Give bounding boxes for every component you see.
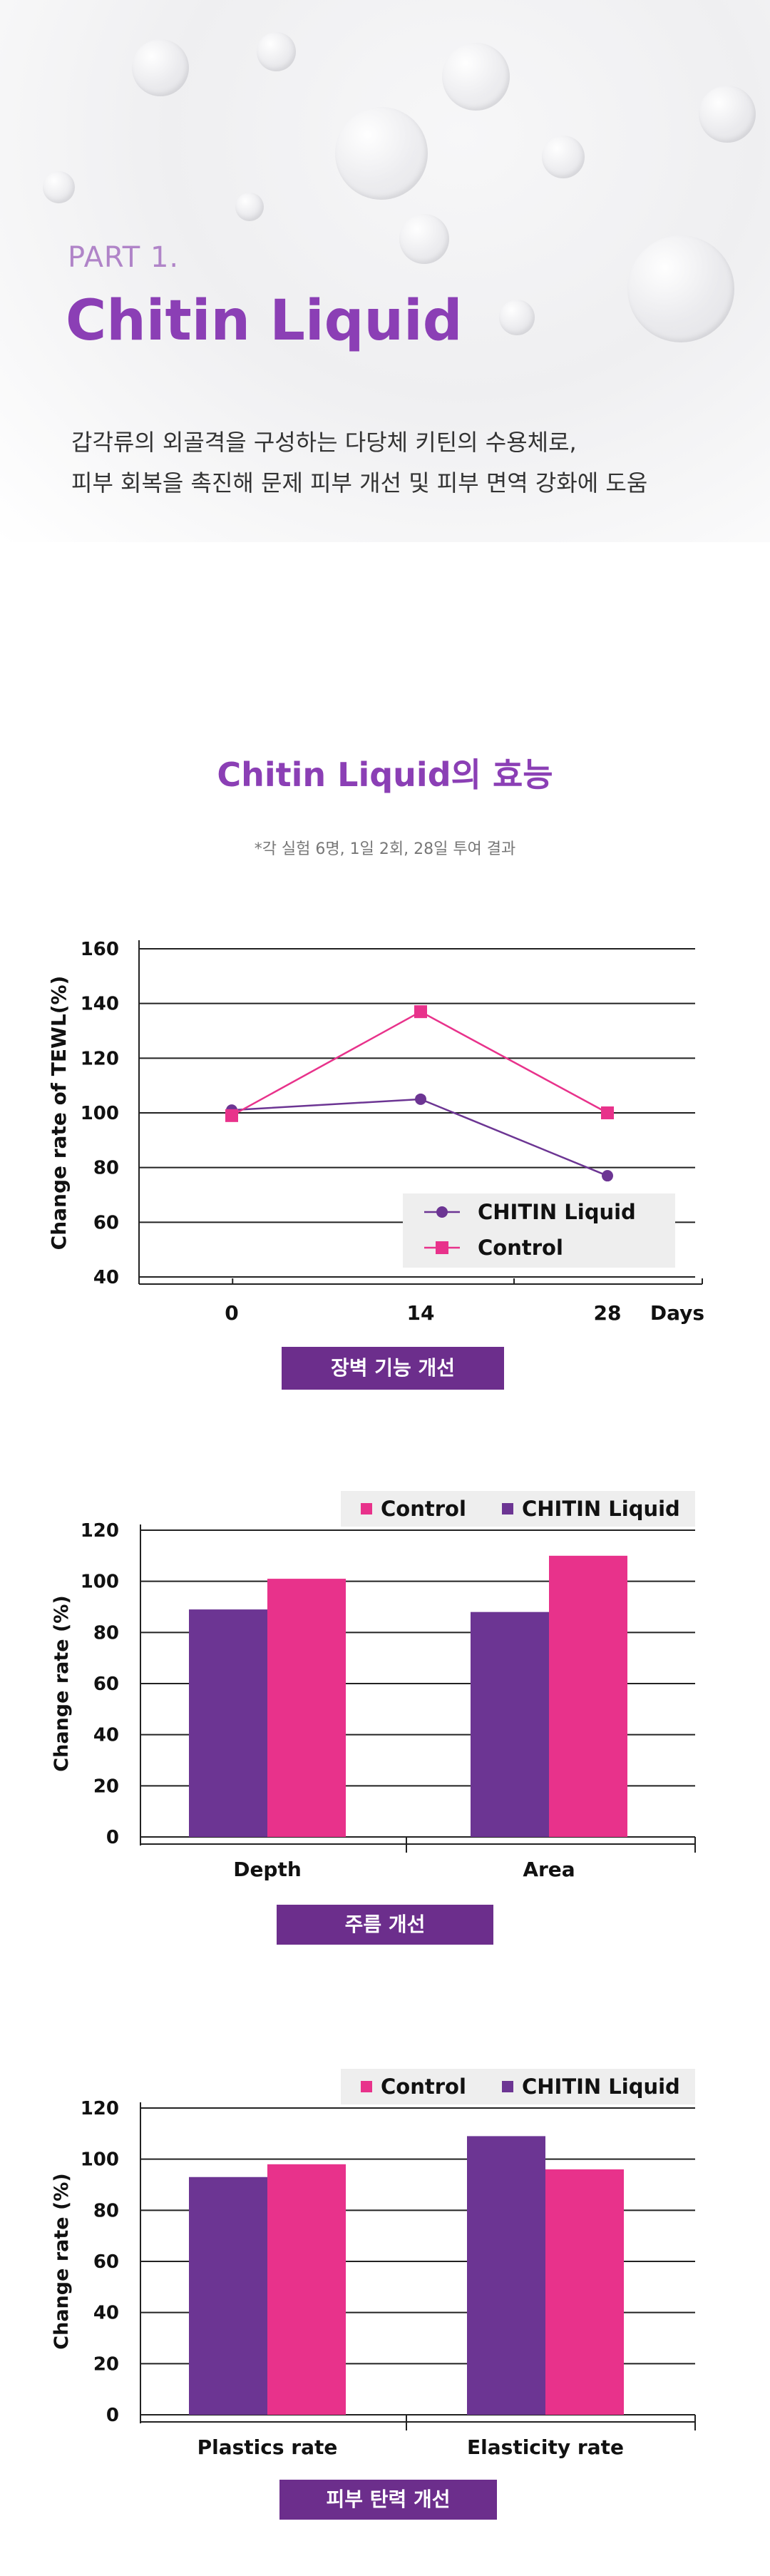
y-tick-label: 80 xyxy=(93,1158,119,1179)
data-point xyxy=(225,1109,238,1122)
bar xyxy=(471,1612,549,1837)
page-title: Chitin Liquid xyxy=(66,289,463,353)
bar xyxy=(549,1555,627,1837)
x-tick-label: 14 xyxy=(407,1301,435,1325)
description-line: 피부 회복을 촉진해 문제 피부 개선 및 피부 면역 강화에 도움 xyxy=(71,469,648,497)
y-tick-label: 20 xyxy=(93,1776,119,1797)
series-line xyxy=(231,1098,608,1177)
x-tick-label: 28 xyxy=(594,1301,622,1325)
chart-caption: 장벽 기능 개선 xyxy=(282,1347,504,1390)
x-tick-label: Area xyxy=(523,1858,575,1881)
water-droplet-decoration xyxy=(699,86,756,143)
y-axis-label: Change rate of TEWL(%) xyxy=(47,976,71,1251)
water-droplet-decoration xyxy=(399,214,449,264)
y-tick-label: 140 xyxy=(81,994,119,1015)
legend-box xyxy=(341,1491,695,1527)
y-tick-label: 60 xyxy=(93,1674,119,1695)
hero-banner xyxy=(0,0,770,542)
legend-marker xyxy=(361,2081,372,2092)
bar xyxy=(189,1609,267,1837)
y-tick-label: 100 xyxy=(81,1572,119,1593)
water-droplet-decoration xyxy=(235,193,264,221)
y-tick-label: 40 xyxy=(93,1267,119,1288)
part-label: PART 1. xyxy=(68,241,180,274)
bar xyxy=(267,1579,346,1837)
wrinkle-bar-chart: 0 20 40 60 80 100 120 Change rate (%) Depth Area C… xyxy=(0,1491,770,1890)
legend-label: Control xyxy=(381,2074,466,2099)
description: 갑각류의 외골격을 구성하는 다당체 키틴의 수용체로, 피부 회복을 촉진해 … xyxy=(71,422,647,504)
water-droplet-decoration xyxy=(442,43,510,111)
bar xyxy=(189,2177,267,2415)
legend-marker xyxy=(436,1241,448,1254)
x-tick-label: Plastics rate xyxy=(197,2435,338,2459)
water-droplet-decoration xyxy=(499,300,535,335)
legend-label: CHITIN Liquid xyxy=(522,1497,680,1521)
y-axis-label: Change rate (%) xyxy=(51,1595,73,1771)
legend-label: CHITIN Liquid xyxy=(522,2074,680,2099)
data-point xyxy=(601,1106,614,1119)
legend-marker xyxy=(502,1503,513,1514)
data-point xyxy=(415,1093,426,1105)
y-tick-label: 120 xyxy=(81,1048,119,1069)
y-tick-label: 0 xyxy=(106,2405,119,2426)
data-point xyxy=(602,1170,613,1182)
tewl-line-chart-svg: 40 60 80 100 120 140 160 0 14 28 Days Change rate o… xyxy=(47,939,704,1325)
y-tick-label: 80 xyxy=(93,1622,119,1644)
chart-caption: 주름 개선 xyxy=(277,1905,493,1945)
y-tick-label: 20 xyxy=(93,2353,119,2375)
y-tick-label: 160 xyxy=(81,939,119,960)
data-point xyxy=(414,1005,427,1019)
tewl-line-chart: 40 60 80 100 120 140 160 0 14 28 Days Change rate o… xyxy=(0,920,770,1334)
y-tick-label: 120 xyxy=(81,1520,119,1542)
bar xyxy=(545,2169,624,2415)
y-tick-label: 40 xyxy=(93,2303,119,2324)
description-line: 갑각류의 외골격을 구성하는 다당체 키틴의 수용체로, xyxy=(71,429,577,456)
water-droplet-decoration xyxy=(335,107,428,200)
y-tick-label: 60 xyxy=(93,2251,119,2273)
water-droplet-decoration xyxy=(43,171,75,203)
y-tick-label: 0 xyxy=(106,1827,119,1848)
legend-marker xyxy=(502,2081,513,2092)
water-droplet-decoration xyxy=(542,136,585,178)
legend-marker xyxy=(361,1503,372,1514)
x-axis-label: Days xyxy=(650,1301,704,1325)
legend-label: CHITIN Liquid xyxy=(478,1200,636,1224)
y-tick-label: 120 xyxy=(81,2098,119,2119)
legend-label: Control xyxy=(381,1497,466,1521)
experiment-note: *각 실험 6명, 1일 2회, 28일 투여 결과 xyxy=(254,840,516,858)
water-droplet-decoration xyxy=(132,39,189,96)
bar xyxy=(267,2164,346,2415)
water-droplet-decoration xyxy=(627,235,734,342)
legend-marker xyxy=(436,1206,448,1218)
legend-box xyxy=(403,1193,675,1268)
x-tick-label: Elasticity rate xyxy=(467,2435,624,2459)
chart-caption: 피부 탄력 개선 xyxy=(279,2480,497,2520)
elasticity-bar-chart-svg: 0 20 40 60 80 100 120 Change rate (%) Plastics r… xyxy=(51,2069,696,2459)
y-tick-label: 80 xyxy=(93,2200,119,2221)
y-tick-label: 100 xyxy=(81,2149,119,2171)
wrinkle-bar-chart-svg: 0 20 40 60 80 100 120 Change rate (%) Depth Area C… xyxy=(51,1491,696,1881)
legend-label: Control xyxy=(478,1236,563,1260)
section-title: Chitin Liquid의 효능 xyxy=(217,755,553,794)
x-tick-label: Depth xyxy=(233,1858,302,1881)
x-tick-label: 0 xyxy=(225,1301,238,1325)
y-tick-label: 40 xyxy=(93,1725,119,1746)
y-axis-label: Change rate (%) xyxy=(51,2173,73,2349)
y-tick-label: 100 xyxy=(81,1103,119,1124)
elasticity-bar-chart: 0 20 40 60 80 100 120 Change rate (%) Plastics r… xyxy=(0,2069,770,2468)
bar xyxy=(467,2136,545,2415)
legend-box xyxy=(341,2069,695,2104)
y-tick-label: 60 xyxy=(93,1212,119,1233)
water-droplet-decoration xyxy=(257,32,296,71)
